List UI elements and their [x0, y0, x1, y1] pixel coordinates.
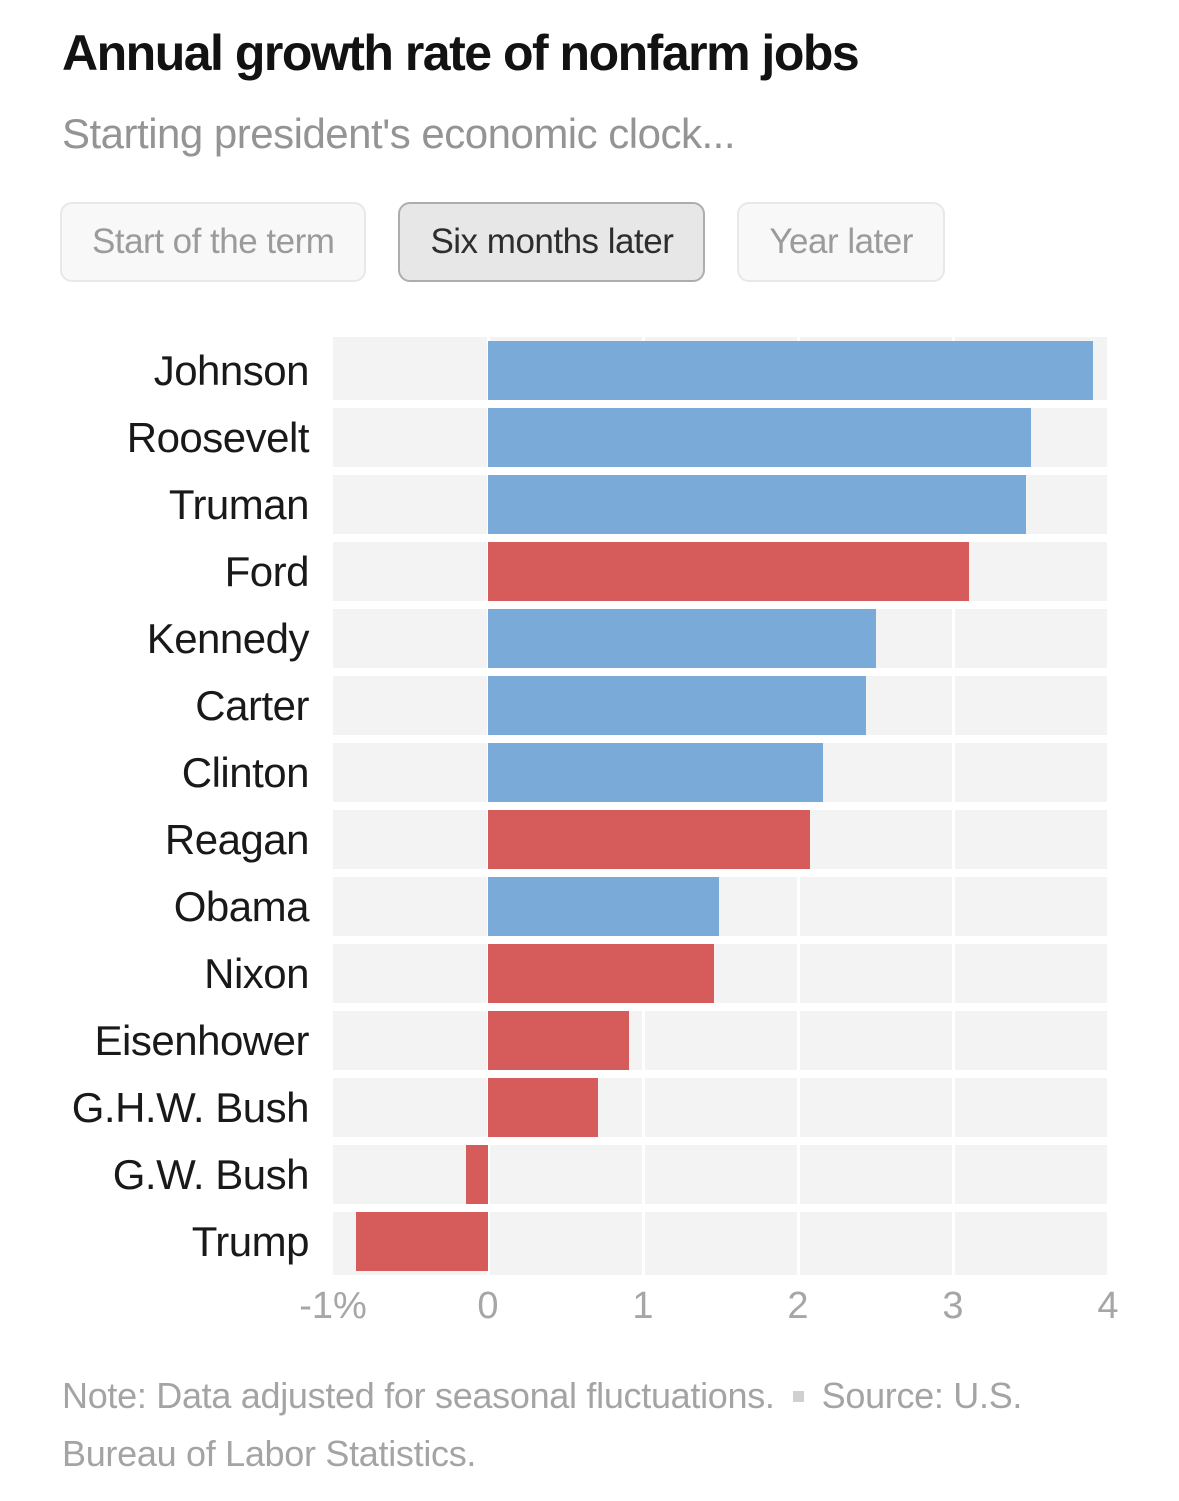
note-text: Note: Data adjusted for seasonal fluctua…	[62, 1375, 775, 1416]
row-separator	[333, 1003, 1108, 1011]
toggle-year-later-button[interactable]: Year later	[737, 202, 945, 282]
bar-eisenhower	[488, 1011, 630, 1070]
president-label: Roosevelt	[126, 414, 310, 461]
row-separator	[333, 869, 1108, 877]
toggle-six-months-later-button[interactable]: Six months later	[398, 202, 706, 282]
bar-roosevelt	[488, 408, 1031, 467]
president-label: Eisenhower	[94, 1017, 310, 1064]
separator-square-icon	[792, 1391, 804, 1402]
bar-kennedy	[488, 609, 876, 668]
row-separator	[333, 802, 1108, 810]
president-label: Kennedy	[146, 615, 310, 662]
president-label: G.W. Bush	[112, 1151, 310, 1198]
row-separator	[333, 668, 1108, 676]
chart-subtitle: Starting president's economic clock...	[62, 110, 736, 157]
president-label: Obama	[173, 883, 310, 930]
bar-obama	[488, 877, 719, 936]
x-axis-tick: 4	[1097, 1285, 1119, 1327]
president-label: Reagan	[164, 816, 310, 863]
bar-clinton	[488, 743, 823, 802]
bar-g-h-w-bush	[488, 1078, 599, 1137]
source-text: Source: U.S. Bureau of Labor Statistics.	[62, 1375, 1023, 1474]
x-axis-tick: 2	[787, 1285, 809, 1327]
president-label: Johnson	[153, 347, 310, 394]
president-label: Clinton	[181, 749, 310, 796]
row-separator	[333, 735, 1108, 743]
row-separator	[333, 534, 1108, 542]
x-axis-tick: 0	[477, 1285, 499, 1327]
bar-reagan	[488, 810, 811, 869]
row-separator	[333, 400, 1108, 408]
row-separator	[333, 1137, 1108, 1145]
x-axis: -1% 0 1 2 3 4	[299, 1275, 1118, 1333]
row-separator	[333, 1070, 1108, 1078]
x-axis-tick: 1	[632, 1285, 654, 1327]
president-label: Nixon	[204, 950, 309, 997]
period-toggle-group: Start of the term Six months later Year …	[60, 202, 1179, 282]
footnote: Note: Data adjusted for seasonal fluctua…	[62, 1367, 1134, 1483]
bar-chart: Johnson Roosevelt Truman Ford Kennedy Carter C…	[0, 337, 1179, 1275]
bar-johnson	[488, 341, 1093, 400]
plot-area	[333, 337, 1108, 1275]
bar-g-w-bush	[466, 1145, 488, 1204]
president-label: Ford	[224, 548, 310, 595]
president-label: Truman	[168, 481, 310, 528]
row-separator	[333, 601, 1108, 609]
bar-nixon	[488, 944, 715, 1003]
row-separator	[333, 1204, 1108, 1212]
bar-truman	[488, 475, 1026, 534]
row-separator	[333, 936, 1108, 944]
president-label: G.H.W. Bush	[71, 1084, 310, 1131]
bar-trump	[356, 1212, 488, 1271]
row-separator	[333, 467, 1108, 475]
bar-ford	[488, 542, 969, 601]
x-axis-tick: -1%	[299, 1285, 367, 1327]
page-title: Annual growth rate of nonfarm jobs	[62, 25, 860, 81]
president-label: Trump	[191, 1218, 310, 1265]
president-label: Carter	[195, 682, 309, 729]
toggle-start-of-term-button[interactable]: Start of the term	[60, 202, 367, 282]
bar-carter	[488, 676, 867, 735]
x-axis-tick: 3	[942, 1285, 964, 1327]
